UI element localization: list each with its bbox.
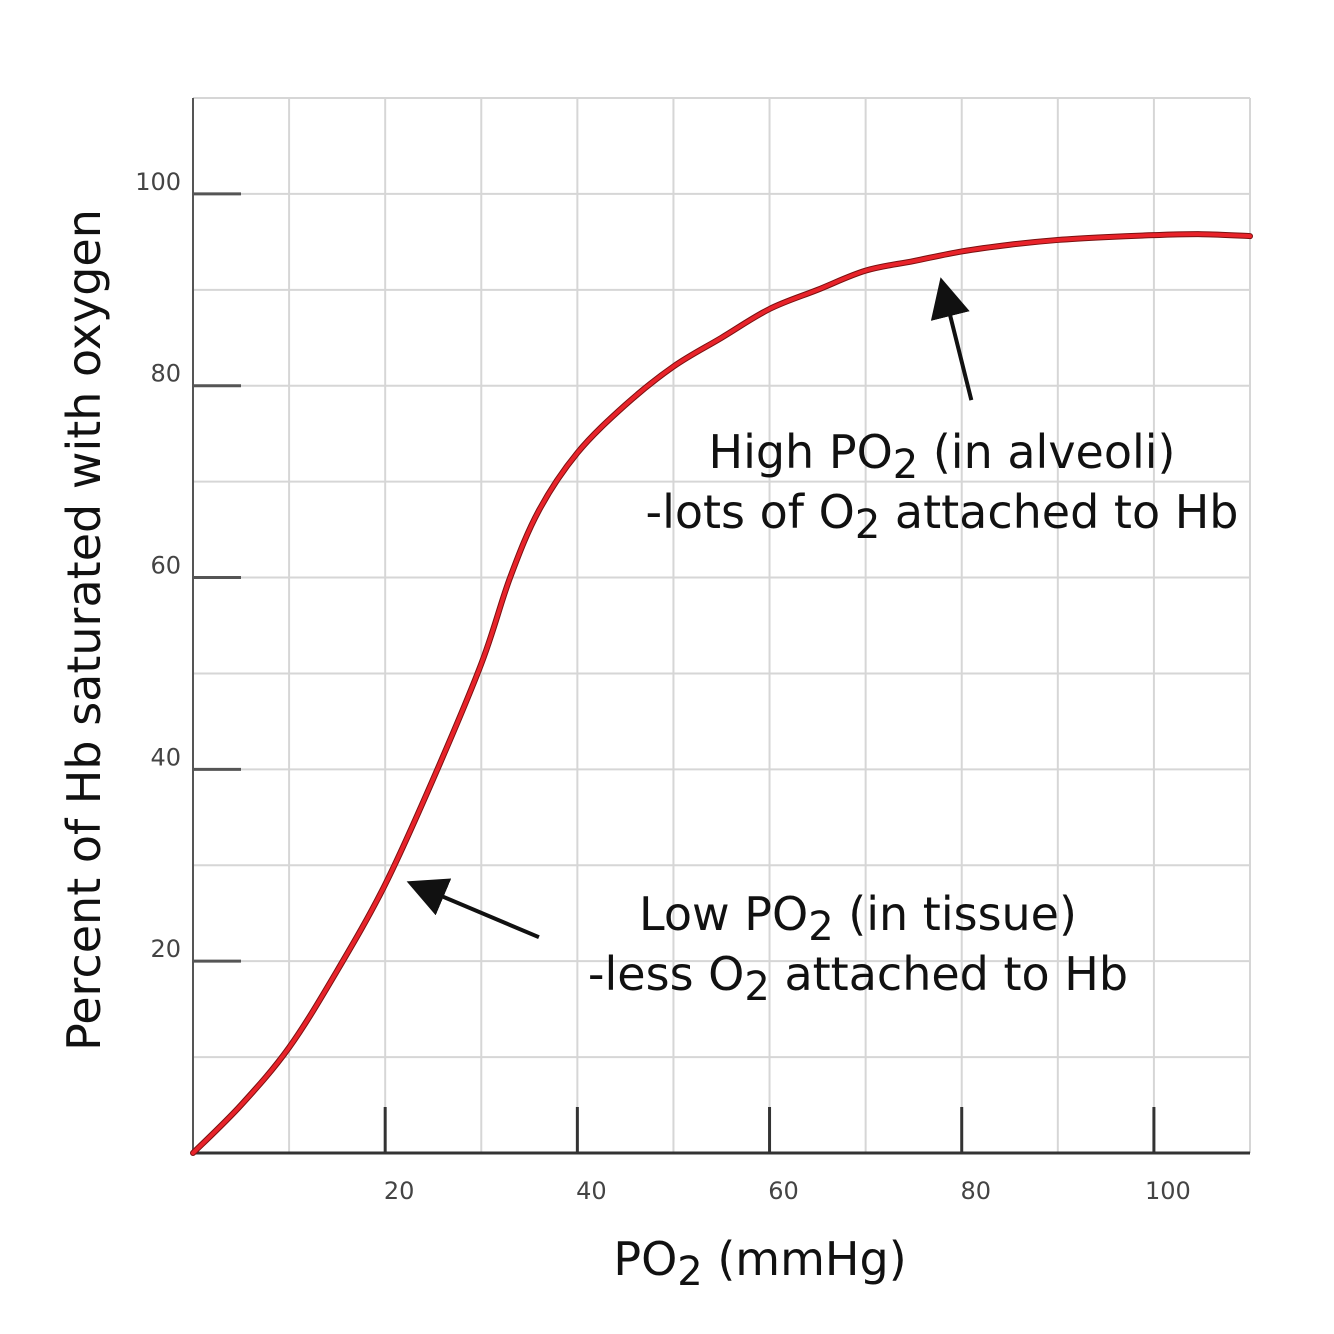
y-tick-label: 100 — [135, 168, 181, 196]
annotation-high-line2: -lots of O2 attached to Hb — [645, 485, 1238, 548]
annotation-high-line1-sub: 2 — [893, 442, 918, 488]
y-tick-label: 60 — [150, 552, 181, 580]
axes — [192, 98, 1250, 1155]
annotation-low-line1-sub: 2 — [808, 904, 833, 950]
y-tick-label: 40 — [150, 743, 181, 771]
annotation-arrow-low — [406, 878, 540, 940]
annotation-low-line1-b: (in tissue) — [834, 887, 1077, 941]
annotation-high-line1-b: (in alveoli) — [918, 425, 1175, 479]
series — [190, 231, 1253, 1156]
y-ticks: 20 40 60 80 100 — [135, 168, 241, 963]
annotation-high-line2-sub: 2 — [855, 502, 880, 548]
x-axis-title-rest: (mmHg) — [703, 1232, 907, 1286]
x-tick-label: 80 — [960, 1177, 991, 1205]
annotation-arrow-high — [930, 277, 974, 401]
x-axis-title-main: PO — [613, 1232, 677, 1286]
y-tick-label: 20 — [150, 935, 181, 963]
x-tick-label: 20 — [384, 1177, 415, 1205]
annotation-low-line2-sub: 2 — [744, 964, 769, 1010]
annotation-low-line1: Low PO2 (in tissue) — [639, 887, 1077, 950]
annotation-high-line2-b: attached to Hb — [880, 485, 1238, 539]
annotation-low-line1-a: Low PO — [639, 887, 808, 941]
series-line-shadow — [190, 231, 1253, 1156]
annotation-low-line2-b: attached to Hb — [770, 947, 1128, 1001]
x-tick-label: 100 — [1145, 1177, 1191, 1205]
x-axis-title-sub: 2 — [677, 1249, 702, 1295]
annotation-low-line2-a: -less O — [588, 947, 744, 1001]
annotation-high-line1: High PO2 (in alveoli) — [708, 425, 1175, 488]
x-tick-label: 40 — [576, 1177, 607, 1205]
series-line — [191, 232, 1252, 1155]
x-ticks: 20 40 60 80 100 — [383, 1107, 1191, 1205]
x-axis-title: PO2 (mmHg) — [613, 1232, 906, 1295]
y-axis-title: Percent of Hb saturated with oxygen — [57, 209, 111, 1051]
annotation-high-line2-a: -lots of O — [645, 485, 854, 539]
y-tick-label: 80 — [150, 360, 181, 388]
annotation-high-line1-a: High PO — [708, 425, 892, 479]
annotations — [406, 277, 974, 940]
annotation-low-line2: -less O2 attached to Hb — [588, 947, 1128, 1010]
x-tick-label: 60 — [768, 1177, 799, 1205]
grid — [193, 97, 1251, 1153]
